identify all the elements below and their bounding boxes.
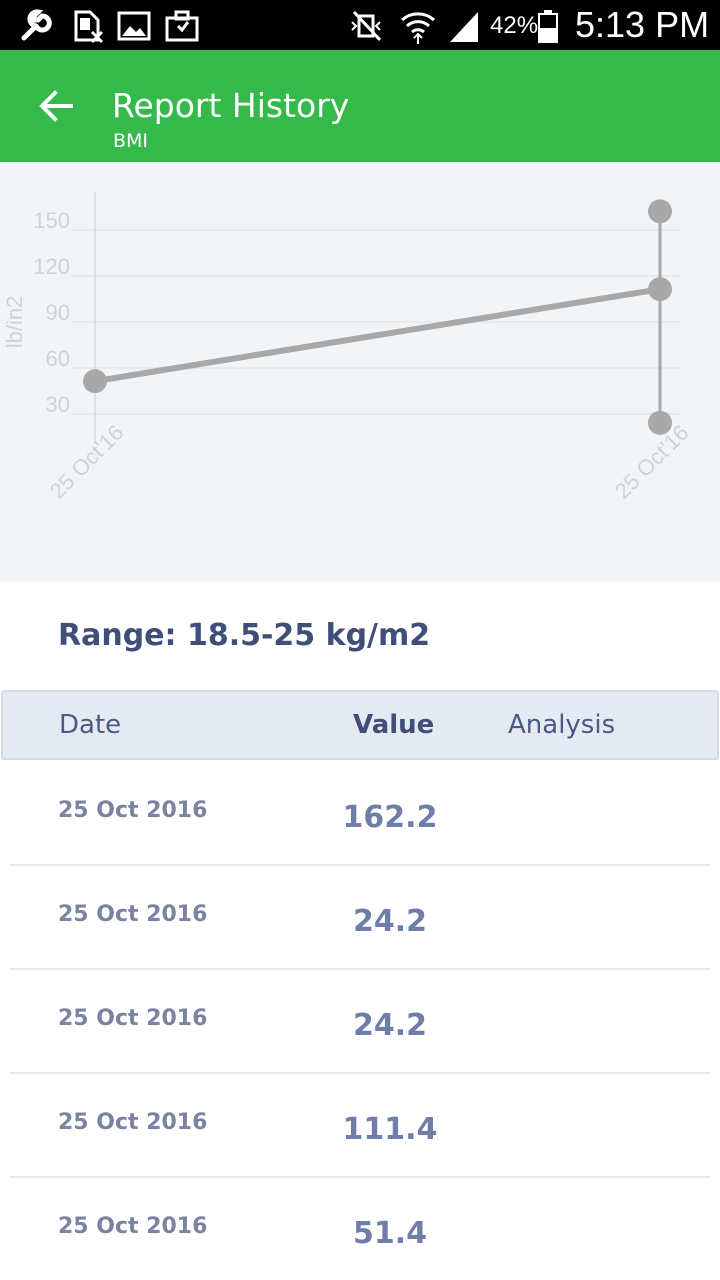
clock: 5:13 PM: [575, 4, 710, 45]
signal-icon: [450, 12, 478, 42]
y-tick-label: 30: [46, 392, 70, 417]
wifi-icon: [401, 12, 435, 44]
table-row[interactable]: 25 Oct 2016 24.2: [0, 866, 720, 970]
row-value: 24.2: [352, 904, 428, 939]
table-row[interactable]: 25 Oct 2016 162.2: [0, 762, 720, 866]
bmi-line-chart: 150 120 90 60 30 lb/in2 25 Oct'16 25 Oct'16: [2, 192, 694, 504]
row-date: 25 Oct 2016: [58, 1006, 208, 1031]
range-min-point: [648, 410, 672, 435]
y-tick-label: 90: [46, 300, 70, 325]
page-subtitle: BMI: [113, 130, 149, 152]
divider: [10, 1072, 710, 1074]
data-point: [648, 277, 672, 302]
image-icon: [117, 11, 151, 41]
status-bar: 42% 5:13 PM: [0, 0, 720, 50]
x-tick-label: 25 Oct'16: [45, 420, 129, 504]
table-row[interactable]: 25 Oct 2016 111.4: [0, 1074, 720, 1178]
column-header-value[interactable]: Value: [353, 710, 435, 740]
battery-icon: [538, 10, 558, 43]
column-header-date[interactable]: Date: [59, 710, 122, 740]
row-date: 25 Oct 2016: [58, 798, 208, 823]
wrench-icon: [21, 9, 52, 41]
range-max-point: [648, 199, 672, 224]
app-bar: Report History BMI: [0, 50, 720, 162]
chart-area: 150 120 90 60 30 lb/in2 25 Oct'16 25 Oct'16: [0, 162, 720, 582]
y-tick-label: 120: [33, 254, 70, 279]
y-axis-label: lb/in2: [2, 296, 27, 349]
series-line: [92, 286, 663, 385]
row-value: 162.2: [342, 800, 438, 835]
row-date: 25 Oct 2016: [58, 1110, 208, 1135]
y-tick-label: 60: [46, 346, 70, 371]
table-header: Date Value Analysis: [1, 690, 719, 760]
row-date: 25 Oct 2016: [58, 902, 208, 927]
page-title: Report History: [112, 86, 350, 125]
divider: [10, 968, 710, 970]
battery-percent: 42%: [490, 12, 539, 39]
column-header-analysis[interactable]: Analysis: [508, 710, 616, 740]
row-value: 51.4: [352, 1216, 428, 1251]
divider: [10, 1176, 710, 1178]
row-value: 24.2: [352, 1008, 428, 1043]
arrow-left-icon: [39, 90, 73, 122]
row-value: 111.4: [342, 1112, 438, 1147]
briefcase-icon: [165, 10, 199, 42]
sim-card-off-icon: [74, 10, 104, 44]
back-button[interactable]: [30, 80, 82, 132]
mute-vibrate-icon: [351, 10, 382, 42]
x-tick-label: 25 Oct'16: [610, 420, 694, 504]
row-date: 25 Oct 2016: [58, 1214, 208, 1239]
data-point: [83, 369, 107, 394]
range-label: Range: 18.5-25 kg/m2: [58, 618, 431, 653]
y-tick-label: 150: [33, 208, 70, 233]
table-row[interactable]: 25 Oct 2016 24.2: [0, 970, 720, 1074]
table-row[interactable]: 25 Oct 2016 51.4: [0, 1178, 720, 1280]
divider: [10, 864, 710, 866]
table-body: 25 Oct 2016 162.2 25 Oct 2016 24.2 25 Oc…: [0, 762, 720, 1280]
